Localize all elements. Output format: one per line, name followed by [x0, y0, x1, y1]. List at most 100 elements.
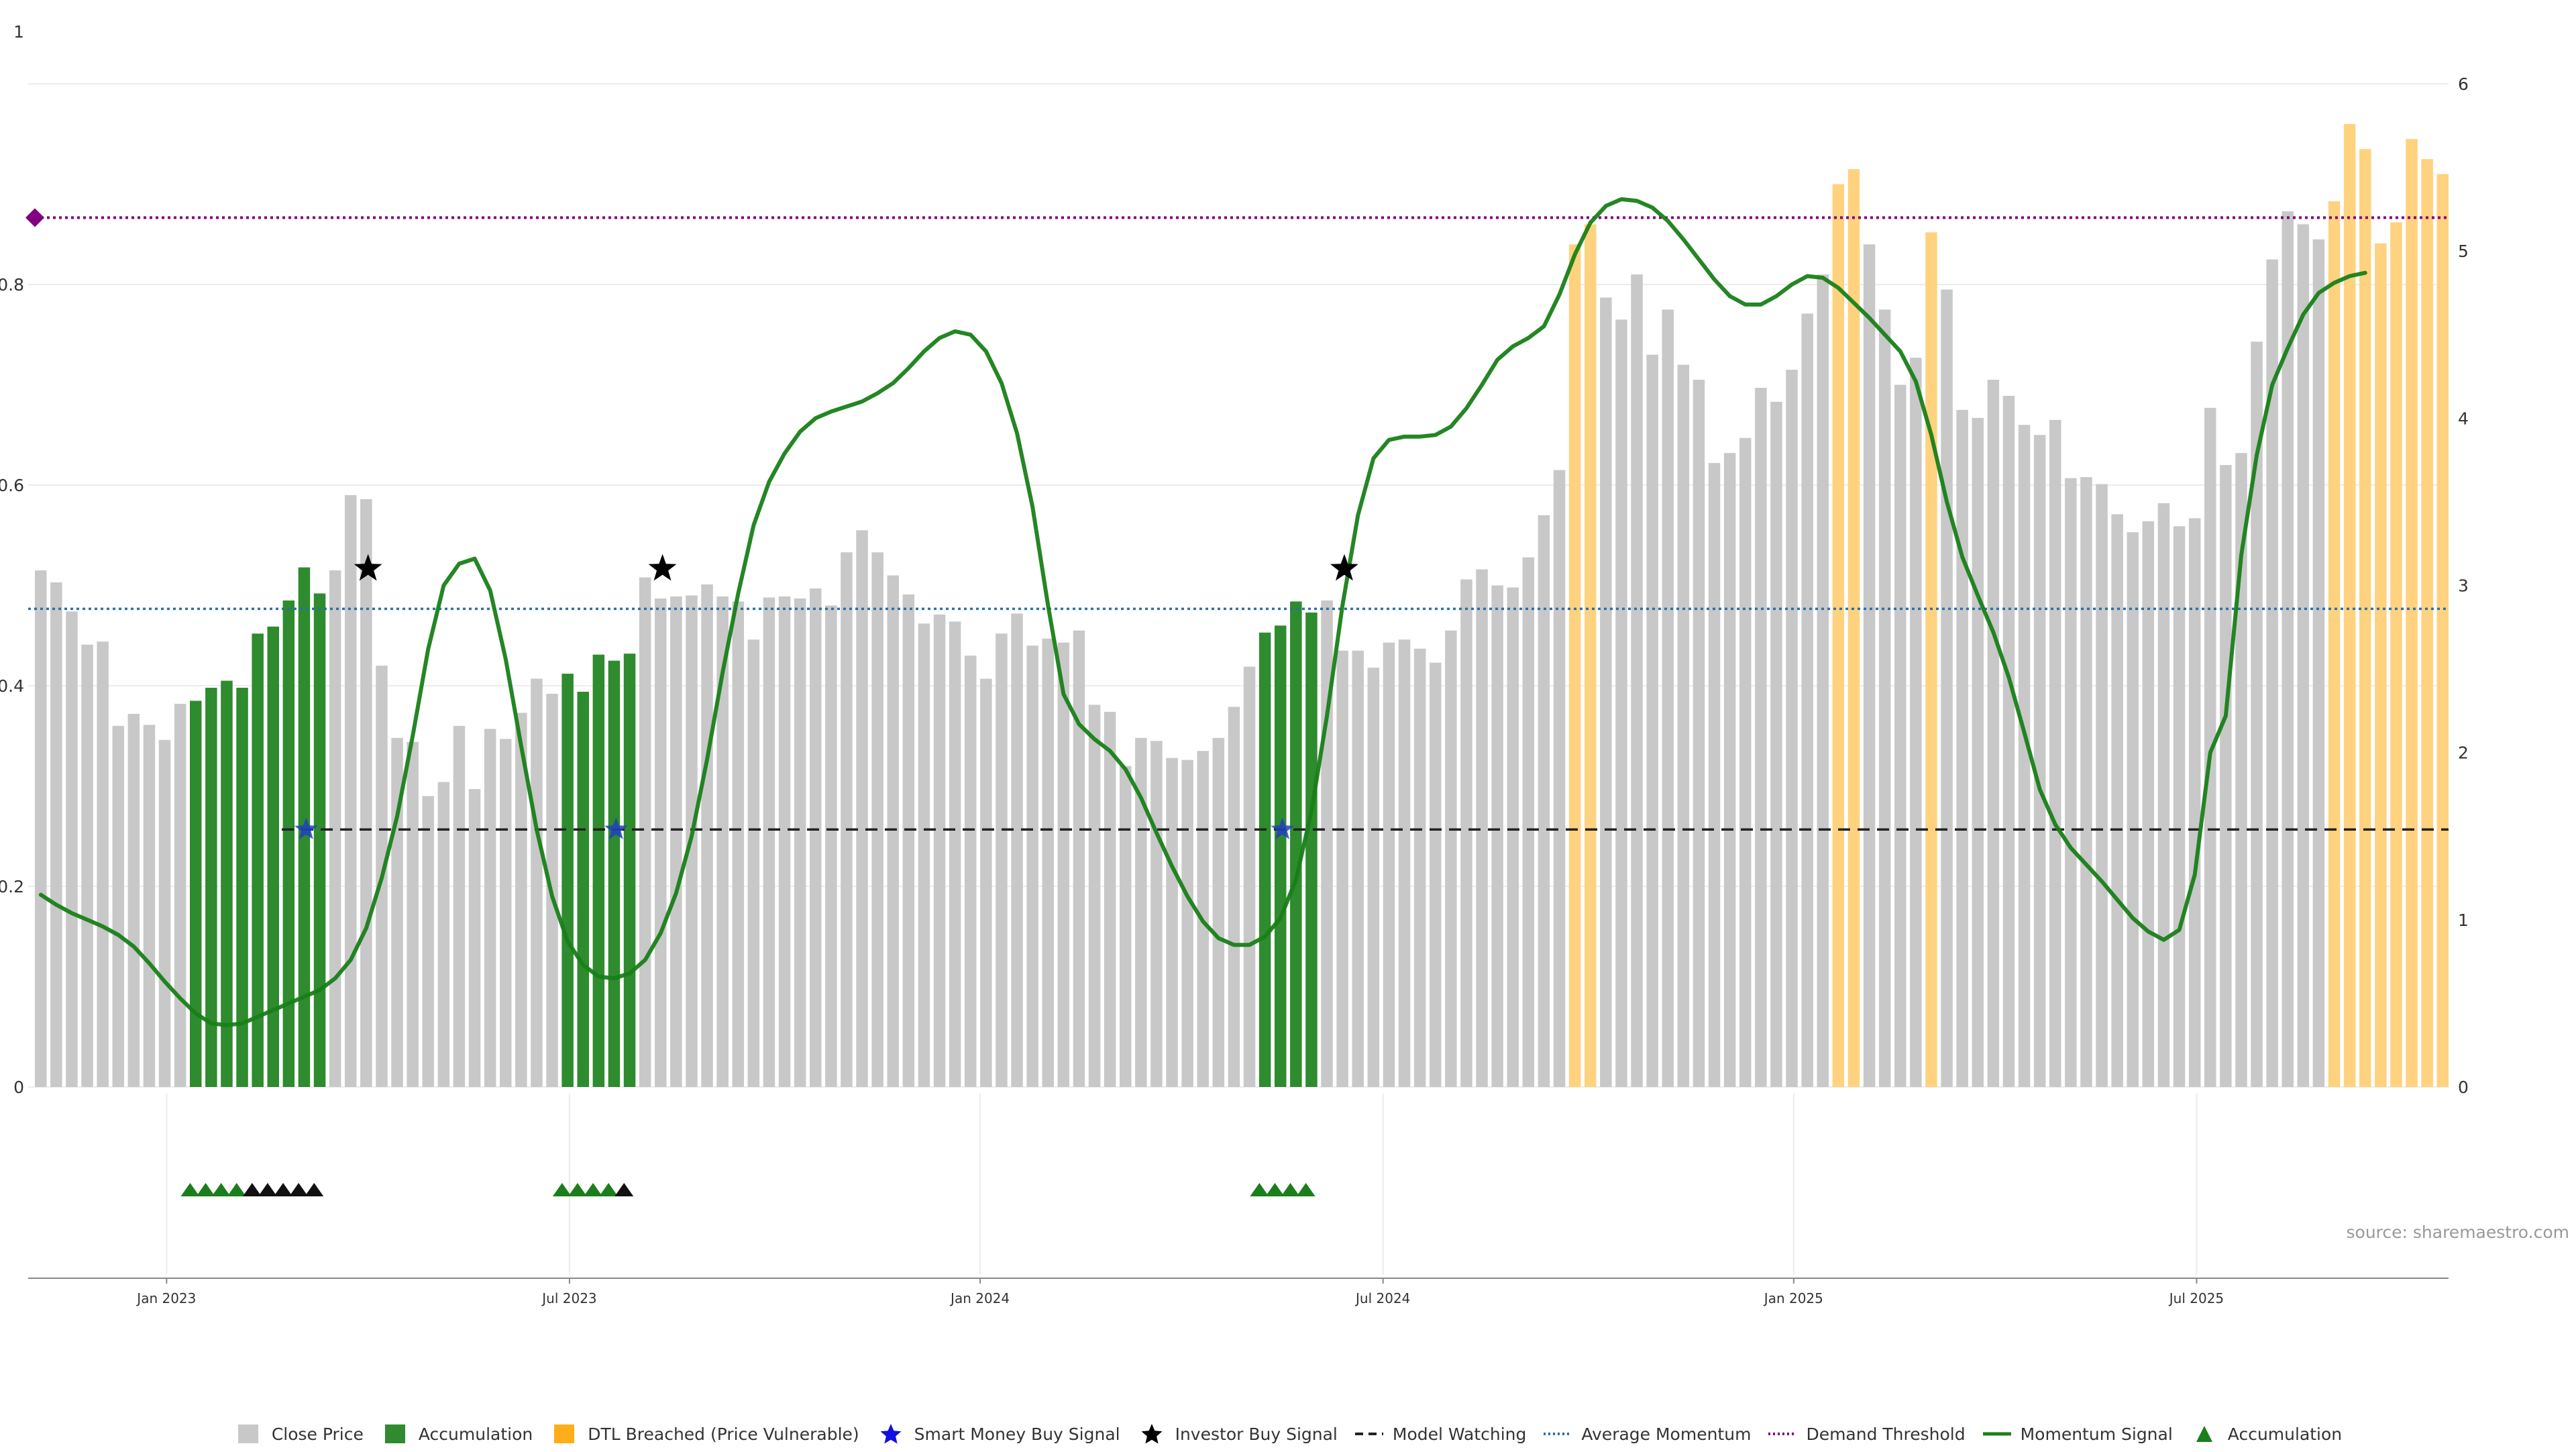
price-bar — [2266, 259, 2278, 1087]
accumulation-triangle-icon — [305, 1183, 324, 1196]
price-bar — [1413, 648, 1426, 1087]
price-bar — [902, 594, 915, 1087]
price-bar — [732, 601, 744, 1087]
x-axis-tick-label: Jul 2024 — [1354, 1290, 1410, 1306]
accumulation-triangle-icon — [614, 1183, 634, 1196]
right-axis-tick-label: 3 — [2458, 576, 2469, 596]
black-star-icon — [1138, 1423, 1166, 1445]
price-bar — [763, 597, 775, 1087]
investor-star-icon — [354, 554, 382, 581]
price-bar — [592, 654, 605, 1087]
price-bar — [1290, 601, 1302, 1087]
price-bar — [1088, 705, 1101, 1087]
price-bar — [236, 687, 248, 1087]
price-bar — [2204, 407, 2216, 1087]
price-bar — [810, 588, 822, 1087]
price-bar — [1723, 453, 1736, 1087]
price-bar — [1600, 297, 1612, 1087]
left-axis-tick-label: 0.8 — [0, 275, 24, 295]
legend-item-momentum-signal: Momentum Signal — [1982, 1423, 2173, 1445]
price-bar — [1801, 313, 1813, 1088]
legend-label: Investor Buy Signal — [1175, 1424, 1338, 1444]
price-bar — [670, 596, 682, 1087]
price-bar — [1135, 737, 1147, 1087]
right-axis-tick-label: 6 — [2458, 74, 2469, 94]
price-bar — [1352, 650, 1364, 1087]
price-bar — [313, 593, 326, 1087]
left-axis-tick-label: 0.6 — [0, 476, 24, 495]
price-bar — [143, 725, 156, 1087]
price-bar — [1817, 274, 1829, 1087]
price-bar — [1553, 470, 1566, 1087]
price-bar — [1878, 309, 1891, 1087]
price-bar — [500, 739, 512, 1087]
price-bar — [345, 495, 357, 1087]
price-bar — [2328, 201, 2341, 1087]
legend-item-average-momentum: Average Momentum — [1544, 1423, 1751, 1445]
price-bar — [1228, 707, 1240, 1087]
right-axis-tick-label: 2 — [2458, 743, 2469, 763]
price-bar — [437, 782, 450, 1087]
price-bar — [1662, 309, 1674, 1087]
price-bar — [1212, 737, 1225, 1087]
legend-label: DTL Breached (Price Vulnerable) — [588, 1424, 859, 1444]
accumulation-triangle-icon — [289, 1183, 309, 1196]
price-bar — [2096, 484, 2108, 1087]
price-bar — [608, 660, 621, 1087]
legend-item-accumulation-marker: Accumulation — [2190, 1423, 2342, 1445]
x-axis-tick-label: Jul 2023 — [541, 1290, 596, 1306]
price-bar — [1166, 758, 1178, 1087]
price-bar — [655, 598, 667, 1087]
price-bar — [1677, 364, 1690, 1087]
price-bar — [515, 713, 527, 1087]
price-bar — [422, 796, 434, 1087]
solid-line-icon — [1982, 1423, 2011, 1445]
accumulation-triangle-icon — [227, 1183, 246, 1196]
x-axis-tick-label: Jan 2025 — [1763, 1290, 1823, 1306]
accumulation-triangle-icon — [599, 1183, 619, 1196]
smart-money-star-icon — [294, 817, 318, 839]
price-bar — [1491, 585, 1503, 1087]
price-bar — [35, 570, 47, 1087]
price-bar — [949, 621, 961, 1087]
price-bar — [1847, 169, 1860, 1088]
left-axis-tick-label: 0 — [13, 1078, 24, 1097]
price-bar — [1615, 319, 1627, 1088]
price-bar — [1445, 630, 1457, 1087]
price-bar — [407, 741, 419, 1087]
price-bar — [1460, 579, 1472, 1087]
price-bar — [2436, 174, 2449, 1087]
price-bar — [639, 577, 651, 1087]
price-bar — [1863, 244, 1876, 1088]
accumulation-triangle-icon — [552, 1183, 572, 1196]
price-bar — [1026, 645, 1038, 1087]
price-bar — [1538, 515, 1550, 1087]
price-bar — [127, 713, 140, 1087]
price-bar — [933, 614, 946, 1087]
price-bar — [2033, 435, 2046, 1087]
price-bar — [2018, 425, 2031, 1087]
price-bar — [252, 633, 264, 1087]
price-bar — [112, 725, 124, 1087]
accumulation-triangle-icon — [242, 1183, 262, 1196]
price-bar — [856, 530, 868, 1087]
price-bar — [1398, 639, 1411, 1087]
investor-star-icon — [648, 554, 677, 581]
legend-item-accumulation-bar: Accumulation — [381, 1423, 533, 1445]
price-bar — [1646, 354, 1658, 1087]
price-bar — [1150, 741, 1163, 1087]
close-price-swatch-icon — [234, 1423, 262, 1445]
price-bar — [2297, 224, 2310, 1087]
price-bar — [2359, 149, 2371, 1087]
price-bar — [2111, 514, 2123, 1087]
price-bar — [1258, 632, 1271, 1087]
price-bar — [1042, 638, 1054, 1087]
price-bar — [2390, 222, 2402, 1087]
price-bar — [1275, 625, 1287, 1087]
price-bar — [1987, 380, 2000, 1087]
price-bar — [1383, 642, 1395, 1087]
accumulation-triangle-icon — [211, 1183, 231, 1196]
price-bar — [980, 678, 992, 1087]
